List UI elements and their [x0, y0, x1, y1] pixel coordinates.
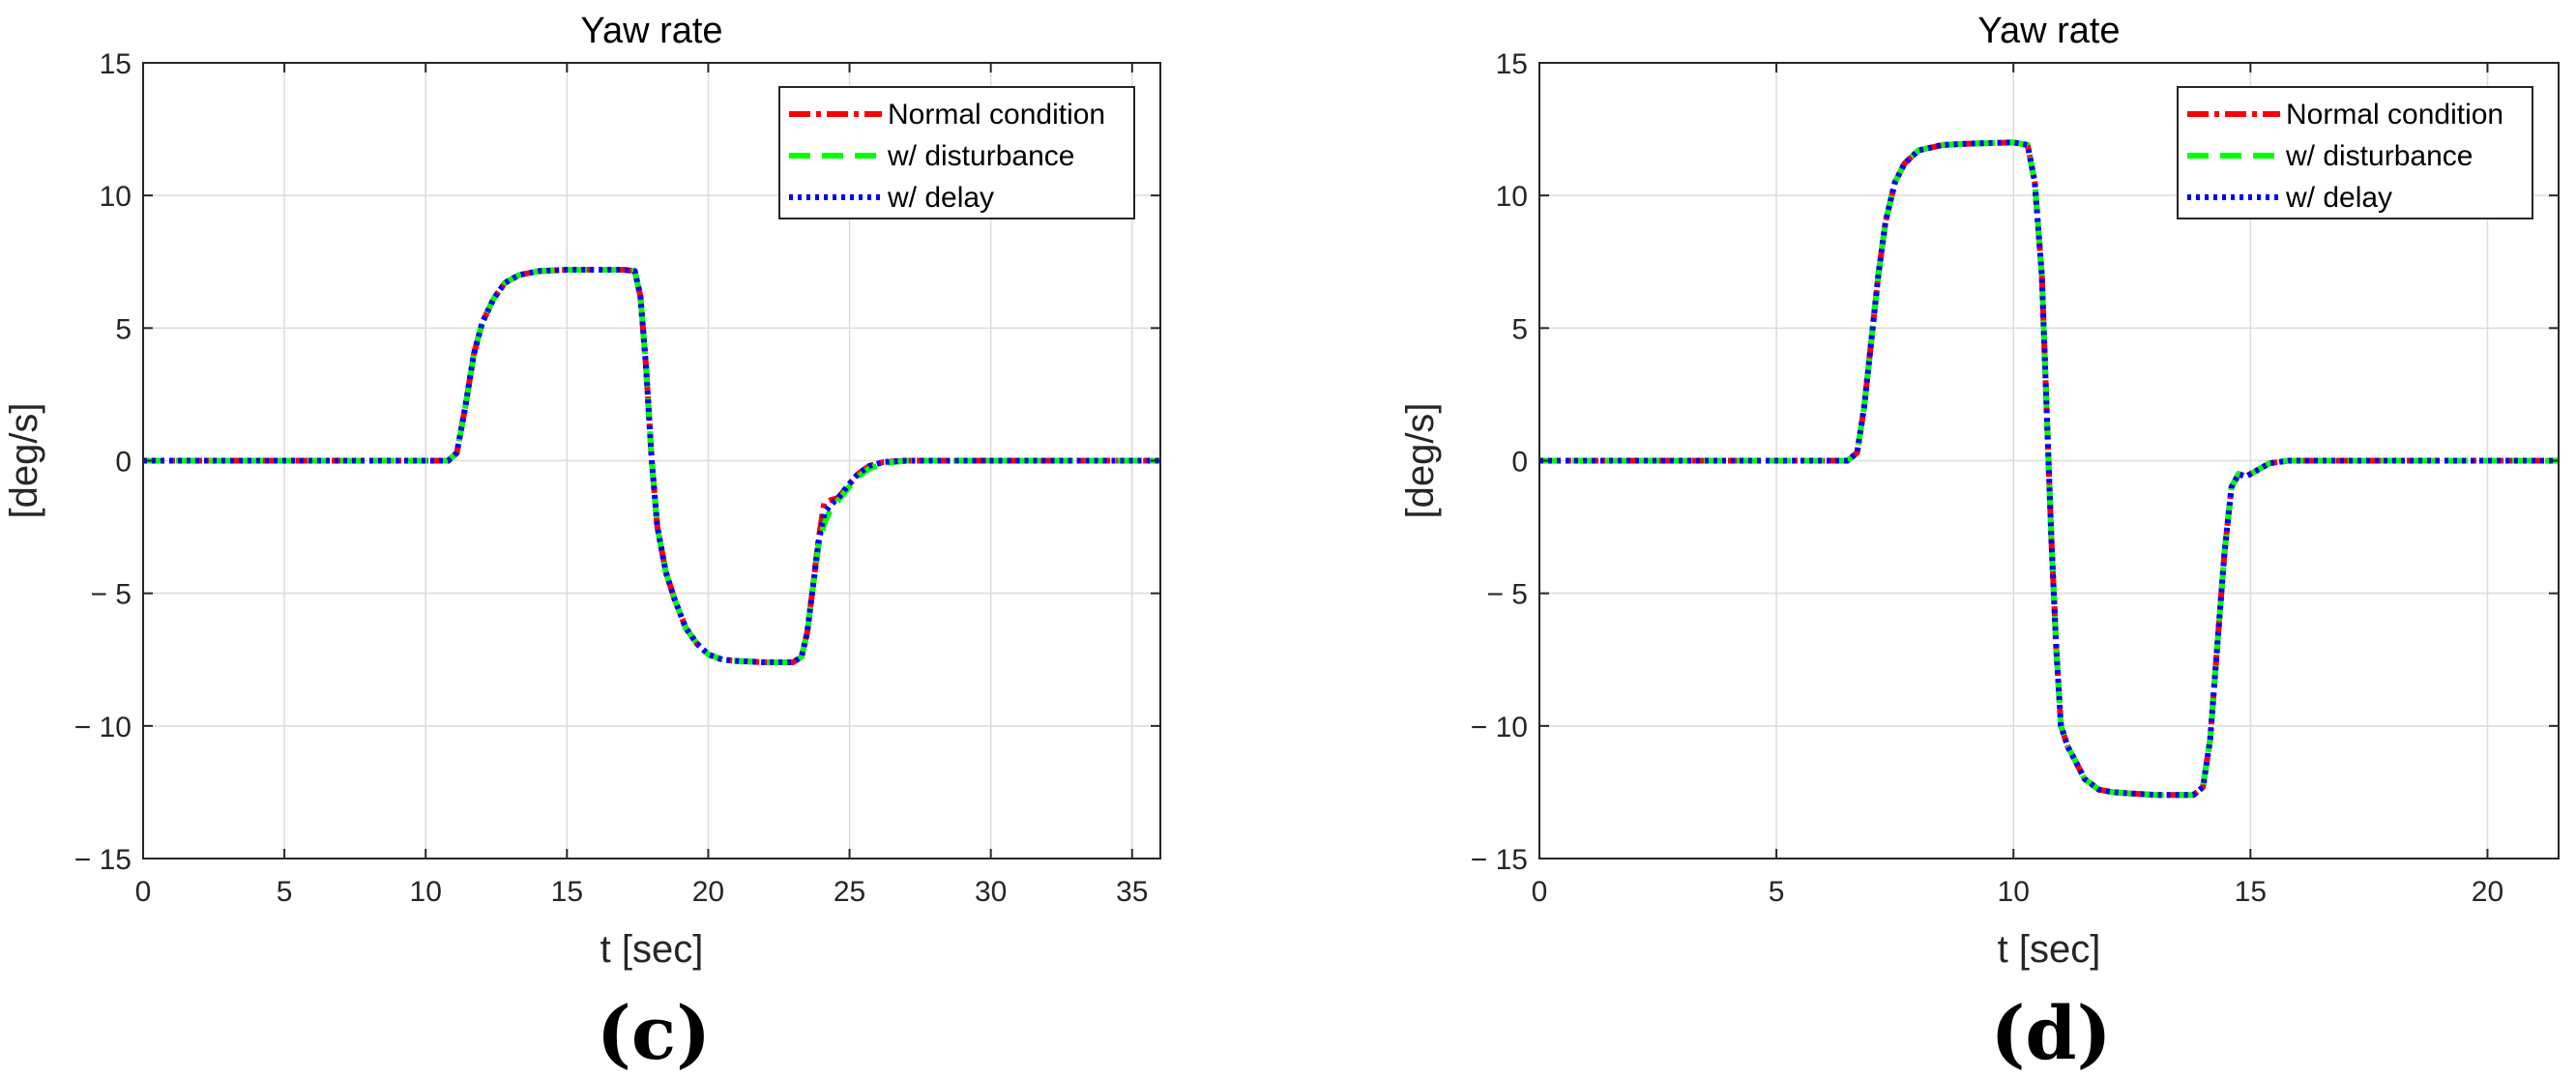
y-tick-label: − 10 — [74, 712, 132, 743]
legend-label-0: Normal condition — [2286, 99, 2503, 131]
x-tick-label: 0 — [135, 876, 152, 908]
x-tick-label: 5 — [277, 876, 293, 908]
panel-label: (c) — [597, 990, 711, 1076]
y-tick-label: 0 — [1511, 447, 1528, 479]
x-tick-label: 10 — [410, 876, 442, 908]
legend-label-2: w/ delay — [2285, 182, 2392, 214]
y-axis-label: [deg/s] — [3, 402, 45, 518]
legend: Normal condition w/ disturbance w/ delay — [778, 86, 1135, 219]
x-tick-label: 35 — [1116, 876, 1148, 908]
x-tick-label: 15 — [2235, 876, 2267, 908]
y-tick-label: − 5 — [1486, 579, 1528, 611]
y-tick-label: − 5 — [90, 579, 132, 611]
legend-label-2: w/ delay — [887, 182, 994, 214]
legend-label-0: Normal condition — [888, 99, 1105, 131]
y-tick-label: − 15 — [74, 844, 132, 876]
x-axis-label: t [sec] — [1998, 928, 2101, 971]
legend-label-1: w/ disturbance — [887, 140, 1074, 172]
x-tick-label: 20 — [692, 876, 724, 908]
y-tick-label: 15 — [100, 48, 132, 80]
x-tick-label: 30 — [975, 876, 1007, 908]
x-tick-label: 20 — [2472, 876, 2503, 908]
x-tick-label: 5 — [1769, 876, 1785, 908]
chart-panel-0: 0 5 10 15 20 25 30 35 15 10 5 0 − 5 − 10 − 15 Yaw rate t… — [3, 11, 1161, 1076]
panel-label: (d) — [1990, 990, 2111, 1076]
chart-title: Yaw rate — [1977, 11, 2120, 51]
series-line-1 — [143, 267, 1160, 665]
y-tick-label: 5 — [1511, 313, 1528, 345]
x-tick-label: 25 — [834, 876, 865, 908]
x-tick-label: 10 — [1998, 876, 2030, 908]
y-tick-label: 10 — [100, 181, 132, 213]
series-line-1 — [1539, 139, 2559, 799]
x-tick-label: 0 — [1532, 876, 1548, 908]
y-tick-label: 5 — [115, 313, 132, 345]
y-tick-label: 0 — [115, 447, 132, 479]
y-axis-label: [deg/s] — [1399, 402, 1442, 518]
y-tick-label: − 10 — [1471, 712, 1528, 743]
y-tick-label: 15 — [1496, 48, 1528, 80]
legend: Normal condition w/ disturbance w/ delay — [2177, 86, 2533, 219]
x-tick-label: 15 — [551, 876, 583, 908]
y-tick-label: − 15 — [1471, 844, 1528, 876]
y-tick-label: 10 — [1496, 181, 1528, 213]
chart-title: Yaw rate — [580, 11, 722, 51]
legend-label-1: w/ disturbance — [2285, 140, 2473, 172]
chart-panel-1: 0 5 10 15 20 15 10 5 0 − 5 − 10 − 15 Yaw rate t [sec]… — [1399, 11, 2560, 1076]
x-axis-label: t [sec] — [600, 928, 704, 971]
